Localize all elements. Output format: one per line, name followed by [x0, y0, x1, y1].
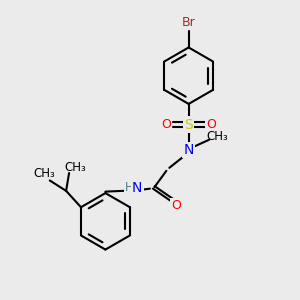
Text: N: N — [132, 181, 142, 195]
Text: Br: Br — [182, 16, 196, 29]
Text: CH₃: CH₃ — [64, 160, 86, 174]
Text: O: O — [207, 118, 217, 131]
Text: S: S — [184, 118, 193, 132]
Text: N: N — [184, 143, 194, 157]
Text: H: H — [125, 181, 134, 194]
Text: CH₃: CH₃ — [34, 167, 56, 180]
Text: CH₃: CH₃ — [206, 130, 228, 143]
Text: O: O — [161, 118, 171, 131]
Text: O: O — [171, 199, 181, 212]
